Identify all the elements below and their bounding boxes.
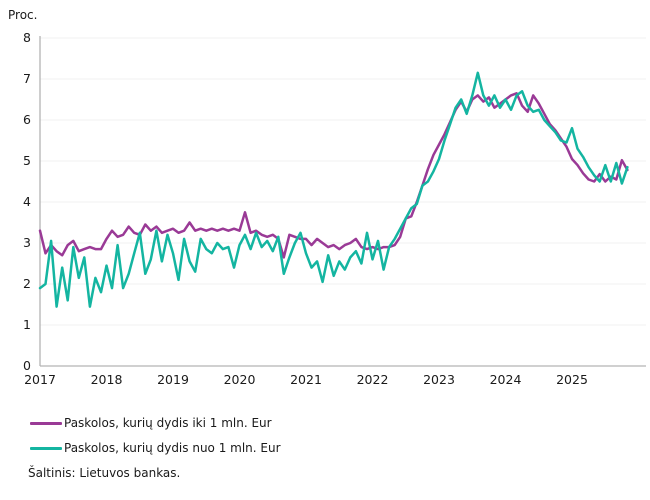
x-tick-label: 2019 — [157, 372, 189, 387]
legend-label: Paskolos, kurių dydis iki 1 mln. Eur — [64, 416, 272, 430]
x-tick-label: 2021 — [290, 372, 322, 387]
y-tick-label: 1 — [23, 317, 31, 332]
x-tick-label: 2017 — [24, 372, 56, 387]
legend: Paskolos, kurių dydis iki 1 mln. Eur Pas… — [30, 413, 281, 463]
x-tick-label: 2023 — [423, 372, 455, 387]
x-tick-label: 2025 — [556, 372, 588, 387]
legend-item-nuo-1mln[interactable]: Paskolos, kurių dydis nuo 1 mln. Eur — [30, 438, 281, 458]
x-tick-label: 2020 — [224, 372, 256, 387]
unit-label: Proc. — [8, 8, 38, 22]
line-swatch-icon — [30, 421, 62, 425]
legend-label: Paskolos, kurių dydis nuo 1 mln. Eur — [64, 441, 281, 455]
line-series-iki-1mln — [38, 92, 629, 259]
y-tick-label: 4 — [23, 194, 31, 209]
y-tick-label: 2 — [23, 276, 31, 291]
x-tick-label: 2018 — [91, 372, 123, 387]
source-text: Šaltinis: Lietuvos bankas. — [28, 466, 181, 480]
y-tick-label: 5 — [23, 153, 31, 168]
y-tick-label: 8 — [23, 30, 31, 45]
legend-item-iki-1mln[interactable]: Paskolos, kurių dydis iki 1 mln. Eur — [30, 413, 281, 433]
x-tick-label: 2022 — [357, 372, 389, 387]
y-tick-label: 3 — [23, 235, 31, 250]
line-chart-plot: 0 1 2 3 4 5 6 7 8 2017 2018 2019 2020 2021 2022 2023 202… — [23, 30, 646, 387]
line-series-nuo-1mln — [38, 71, 629, 308]
x-tick-label: 2024 — [490, 372, 522, 387]
line-swatch-icon — [30, 446, 62, 450]
y-tick-label: 6 — [23, 112, 31, 127]
y-tick-label: 7 — [23, 71, 31, 86]
y-tick-label: 0 — [23, 358, 31, 373]
